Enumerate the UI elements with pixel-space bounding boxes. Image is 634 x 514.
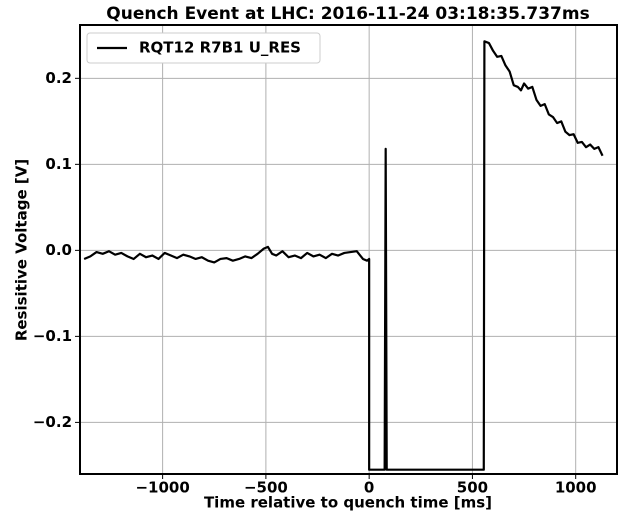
y-tick-label: 0.0 bbox=[45, 241, 72, 259]
data-line bbox=[83, 40, 604, 471]
y-axis-label: Resisitive Voltage [V] bbox=[13, 159, 31, 341]
x-tick-label: 500 bbox=[457, 479, 488, 497]
y-tick-label: −0.2 bbox=[33, 413, 72, 431]
y-tick-label: 0.1 bbox=[45, 155, 72, 173]
plot-frame bbox=[79, 24, 618, 475]
x-tick-label: 1000 bbox=[555, 479, 597, 497]
legend-label: RQT12 R7B1 U_RES bbox=[139, 39, 301, 57]
x-tick-label: 0 bbox=[364, 479, 374, 497]
x-tick-label: −1000 bbox=[135, 479, 189, 497]
y-tick-label: −0.1 bbox=[33, 327, 72, 345]
legend-box bbox=[86, 32, 321, 64]
x-tick-label: −500 bbox=[244, 479, 288, 497]
chart-title: Quench Event at LHC: 2016-11-24 03:18:35… bbox=[106, 4, 589, 24]
y-tick-label: 0.2 bbox=[45, 69, 72, 87]
x-axis-label: Time relative to quench time [ms] bbox=[204, 494, 492, 512]
